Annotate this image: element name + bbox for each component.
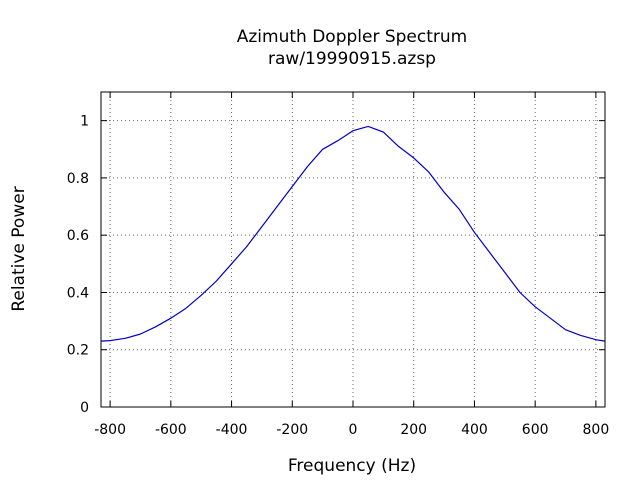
y-tick-label: 0.2 [67, 343, 89, 359]
x-tick-label: 800 [583, 422, 610, 438]
y-tick-label: 0.8 [67, 171, 89, 187]
chart-title: Azimuth Doppler Spectrum [237, 27, 467, 47]
x-tick-label: 400 [461, 422, 488, 438]
x-tick-label: -800 [94, 422, 126, 438]
plot-frame [100, 91, 606, 408]
x-axis-label: Frequency (Hz) [288, 456, 416, 476]
series-line [100, 125, 606, 342]
tick-labels: -800 -600 -400 -200 0 200 400 600 800 0 0.2 0.4 0.6 0… [67, 114, 610, 438]
x-tick-label: -600 [155, 422, 187, 438]
grid [101, 92, 605, 408]
x-tick-label: 0 [349, 422, 358, 438]
y-tick-label: 1 [80, 114, 89, 130]
x-tick-label: 600 [522, 422, 549, 438]
y-tick-label: 0 [80, 400, 89, 416]
x-tick-label: 200 [400, 422, 427, 438]
x-tick-label: -200 [276, 422, 308, 438]
tick-marks [101, 92, 605, 408]
y-tick-label: 0.6 [67, 228, 89, 244]
x-tick-label: -400 [216, 422, 248, 438]
data-series [100, 125, 606, 342]
chart-subtitle: raw/19990915.azsp [268, 49, 436, 69]
y-tick-label: 0.4 [67, 285, 89, 301]
y-axis-label: Relative Power [9, 186, 29, 311]
